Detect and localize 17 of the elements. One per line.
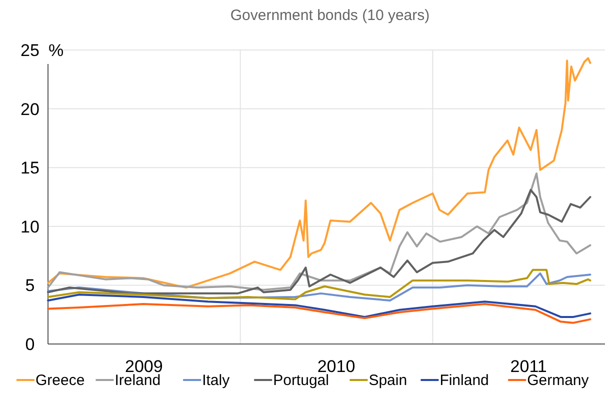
line-series (47, 294, 592, 318)
legend-label: Finland (440, 372, 489, 389)
y-tick-label: 25 (20, 41, 40, 60)
y-tick-label: 15 (20, 158, 40, 178)
legend-label: Italy (202, 372, 230, 389)
line-series (47, 172, 592, 291)
legend-label: Ireland (114, 372, 161, 389)
legend-label: Spain (368, 372, 408, 389)
y-axis-title: % (48, 41, 64, 60)
y-tick-label: 10 (20, 217, 40, 236)
y-tick-label: 20 (20, 100, 40, 119)
y-tick-label: 5 (25, 276, 35, 296)
line-series (47, 303, 592, 324)
y-tick-label: 0 (25, 335, 35, 354)
chart-subtitle: Government bonds (10 years) (230, 7, 430, 24)
line-series (47, 57, 592, 289)
legend-label: Greece (36, 372, 85, 389)
